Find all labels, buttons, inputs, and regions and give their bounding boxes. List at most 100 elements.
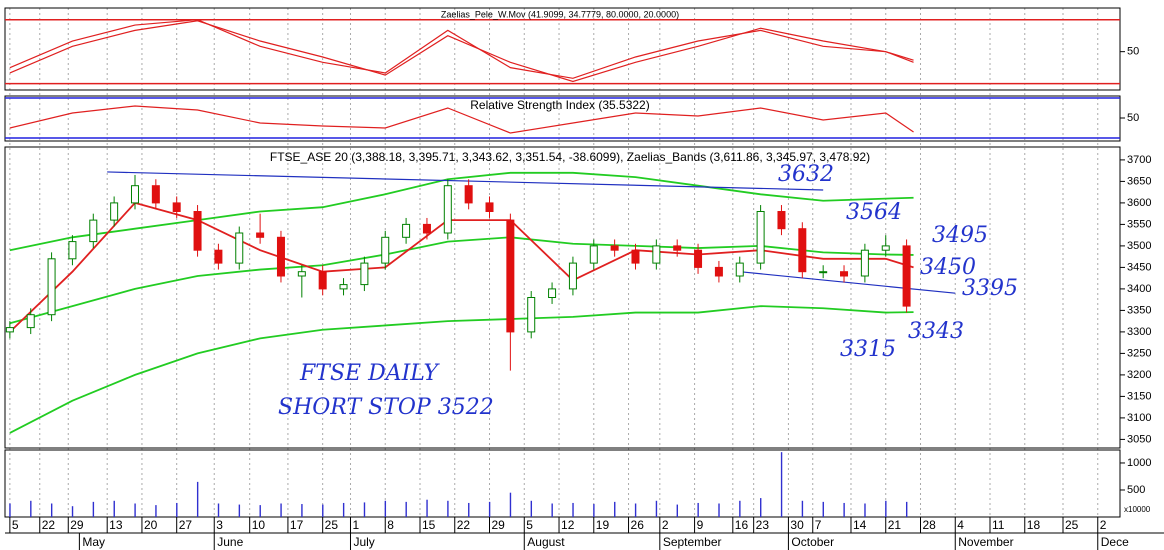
y-tick-label: 3100: [1127, 412, 1151, 424]
volume-bar: [30, 500, 32, 517]
x-tick-label: 25: [1065, 518, 1079, 532]
month-label: May: [82, 535, 105, 549]
candle-body: [297, 271, 306, 277]
volume-bar: [593, 504, 595, 517]
y-tick-label: 3350: [1127, 304, 1151, 316]
annotation: 3450: [920, 255, 976, 280]
candle-body: [673, 245, 682, 251]
candle-body: [777, 211, 786, 230]
x-tick-label: 22: [42, 518, 56, 532]
candle-body: [276, 236, 285, 277]
candle-body: [402, 223, 411, 238]
candle-body: [568, 262, 577, 290]
candle-body: [235, 232, 244, 264]
annotation: 3315: [840, 337, 896, 362]
volume-bar: [155, 505, 157, 517]
volume-bar: [363, 502, 366, 517]
candle-body: [89, 219, 98, 243]
volume-bar: [676, 504, 678, 517]
volume-bar: [176, 502, 178, 517]
candle-body: [130, 185, 139, 204]
volume-bar: [217, 503, 220, 517]
x-tick-label: 1: [352, 518, 359, 532]
volume-bar: [134, 503, 136, 517]
x-tick-label: 26: [631, 518, 645, 532]
unit-label: x10000: [1124, 505, 1151, 514]
y-tick-label: 50: [1127, 112, 1139, 124]
volume-bar: [801, 500, 804, 517]
volume-bar: [780, 452, 783, 517]
y-tick-label: 3650: [1127, 175, 1151, 187]
candle-body: [443, 185, 452, 234]
annotation: 3564: [846, 200, 902, 225]
month-label: November: [958, 535, 1013, 549]
volume-bar: [488, 501, 491, 517]
month-label: August: [527, 535, 565, 549]
candle-body: [318, 271, 327, 290]
y-tick-label: 3450: [1127, 261, 1151, 273]
x-tick-label: 30: [790, 518, 804, 532]
candle-body: [860, 249, 869, 277]
x-tick-label: 27: [179, 518, 193, 532]
annotation: 3343: [908, 319, 964, 344]
candle-body: [610, 245, 619, 251]
volume-bar: [322, 504, 324, 517]
band-line: [9, 236, 914, 325]
candle-body: [694, 249, 703, 268]
candle-body: [548, 288, 557, 298]
volume-bar: [71, 506, 74, 517]
x-tick-label: 12: [561, 518, 575, 532]
x-tick-label: 9: [697, 518, 704, 532]
x-tick-label: 25: [325, 518, 339, 532]
y-tick-label: 500: [1127, 484, 1145, 496]
volume-bar: [551, 503, 553, 517]
volume-bar: [864, 503, 866, 517]
candle-body: [881, 245, 890, 251]
volume-bar: [760, 498, 762, 517]
candle-body: [47, 258, 56, 316]
month-label: September: [663, 535, 722, 549]
candle-body: [422, 223, 431, 234]
x-tick-label: 22: [457, 518, 471, 532]
band-line: [9, 201, 914, 333]
candle-body: [151, 185, 160, 204]
annotation: 3632: [778, 162, 834, 187]
volume-bar: [9, 503, 11, 517]
x-tick-label: 5: [12, 518, 19, 532]
volume-bar: [468, 502, 470, 517]
volume-bar: [113, 500, 115, 517]
band-line: [9, 305, 914, 434]
volume-bar: [405, 501, 407, 517]
volume-bar: [655, 500, 658, 517]
panel-frame: [4, 7, 1121, 91]
candle-body: [68, 241, 77, 260]
volume-bar: [843, 502, 845, 517]
x-tick-label: 5: [526, 518, 533, 532]
x-tick-label: 21: [888, 518, 902, 532]
volume-bar: [426, 499, 428, 517]
y-tick-label: 3700: [1127, 154, 1151, 166]
x-tick-label: 18: [1027, 518, 1041, 532]
y-tick-label: 3150: [1127, 390, 1151, 402]
x-tick-label: 8: [387, 518, 394, 532]
x-tick-label: 2: [1100, 518, 1107, 532]
y-tick-label: 3300: [1127, 326, 1151, 338]
candle-body: [652, 245, 661, 264]
candle-body: [339, 284, 348, 290]
trend-line: [107, 171, 824, 191]
month-label: Dece: [1101, 535, 1129, 549]
panel-frame: [4, 449, 1121, 518]
volume-bar: [259, 505, 261, 517]
trend-line: [739, 271, 956, 294]
y-tick-label: 3500: [1127, 240, 1151, 252]
candle-body: [735, 262, 744, 277]
candle-body: [485, 202, 494, 212]
x-tick-label: 28: [922, 518, 936, 532]
candle-body: [840, 271, 849, 277]
panel-title: FTSE_ASE 20 (3,388.18, 3,395.71, 3,343.6…: [270, 150, 870, 164]
volume-bar: [614, 501, 616, 517]
indicator-line: [9, 20, 914, 83]
volume-bar: [885, 500, 887, 517]
volume-bar: [447, 500, 449, 517]
